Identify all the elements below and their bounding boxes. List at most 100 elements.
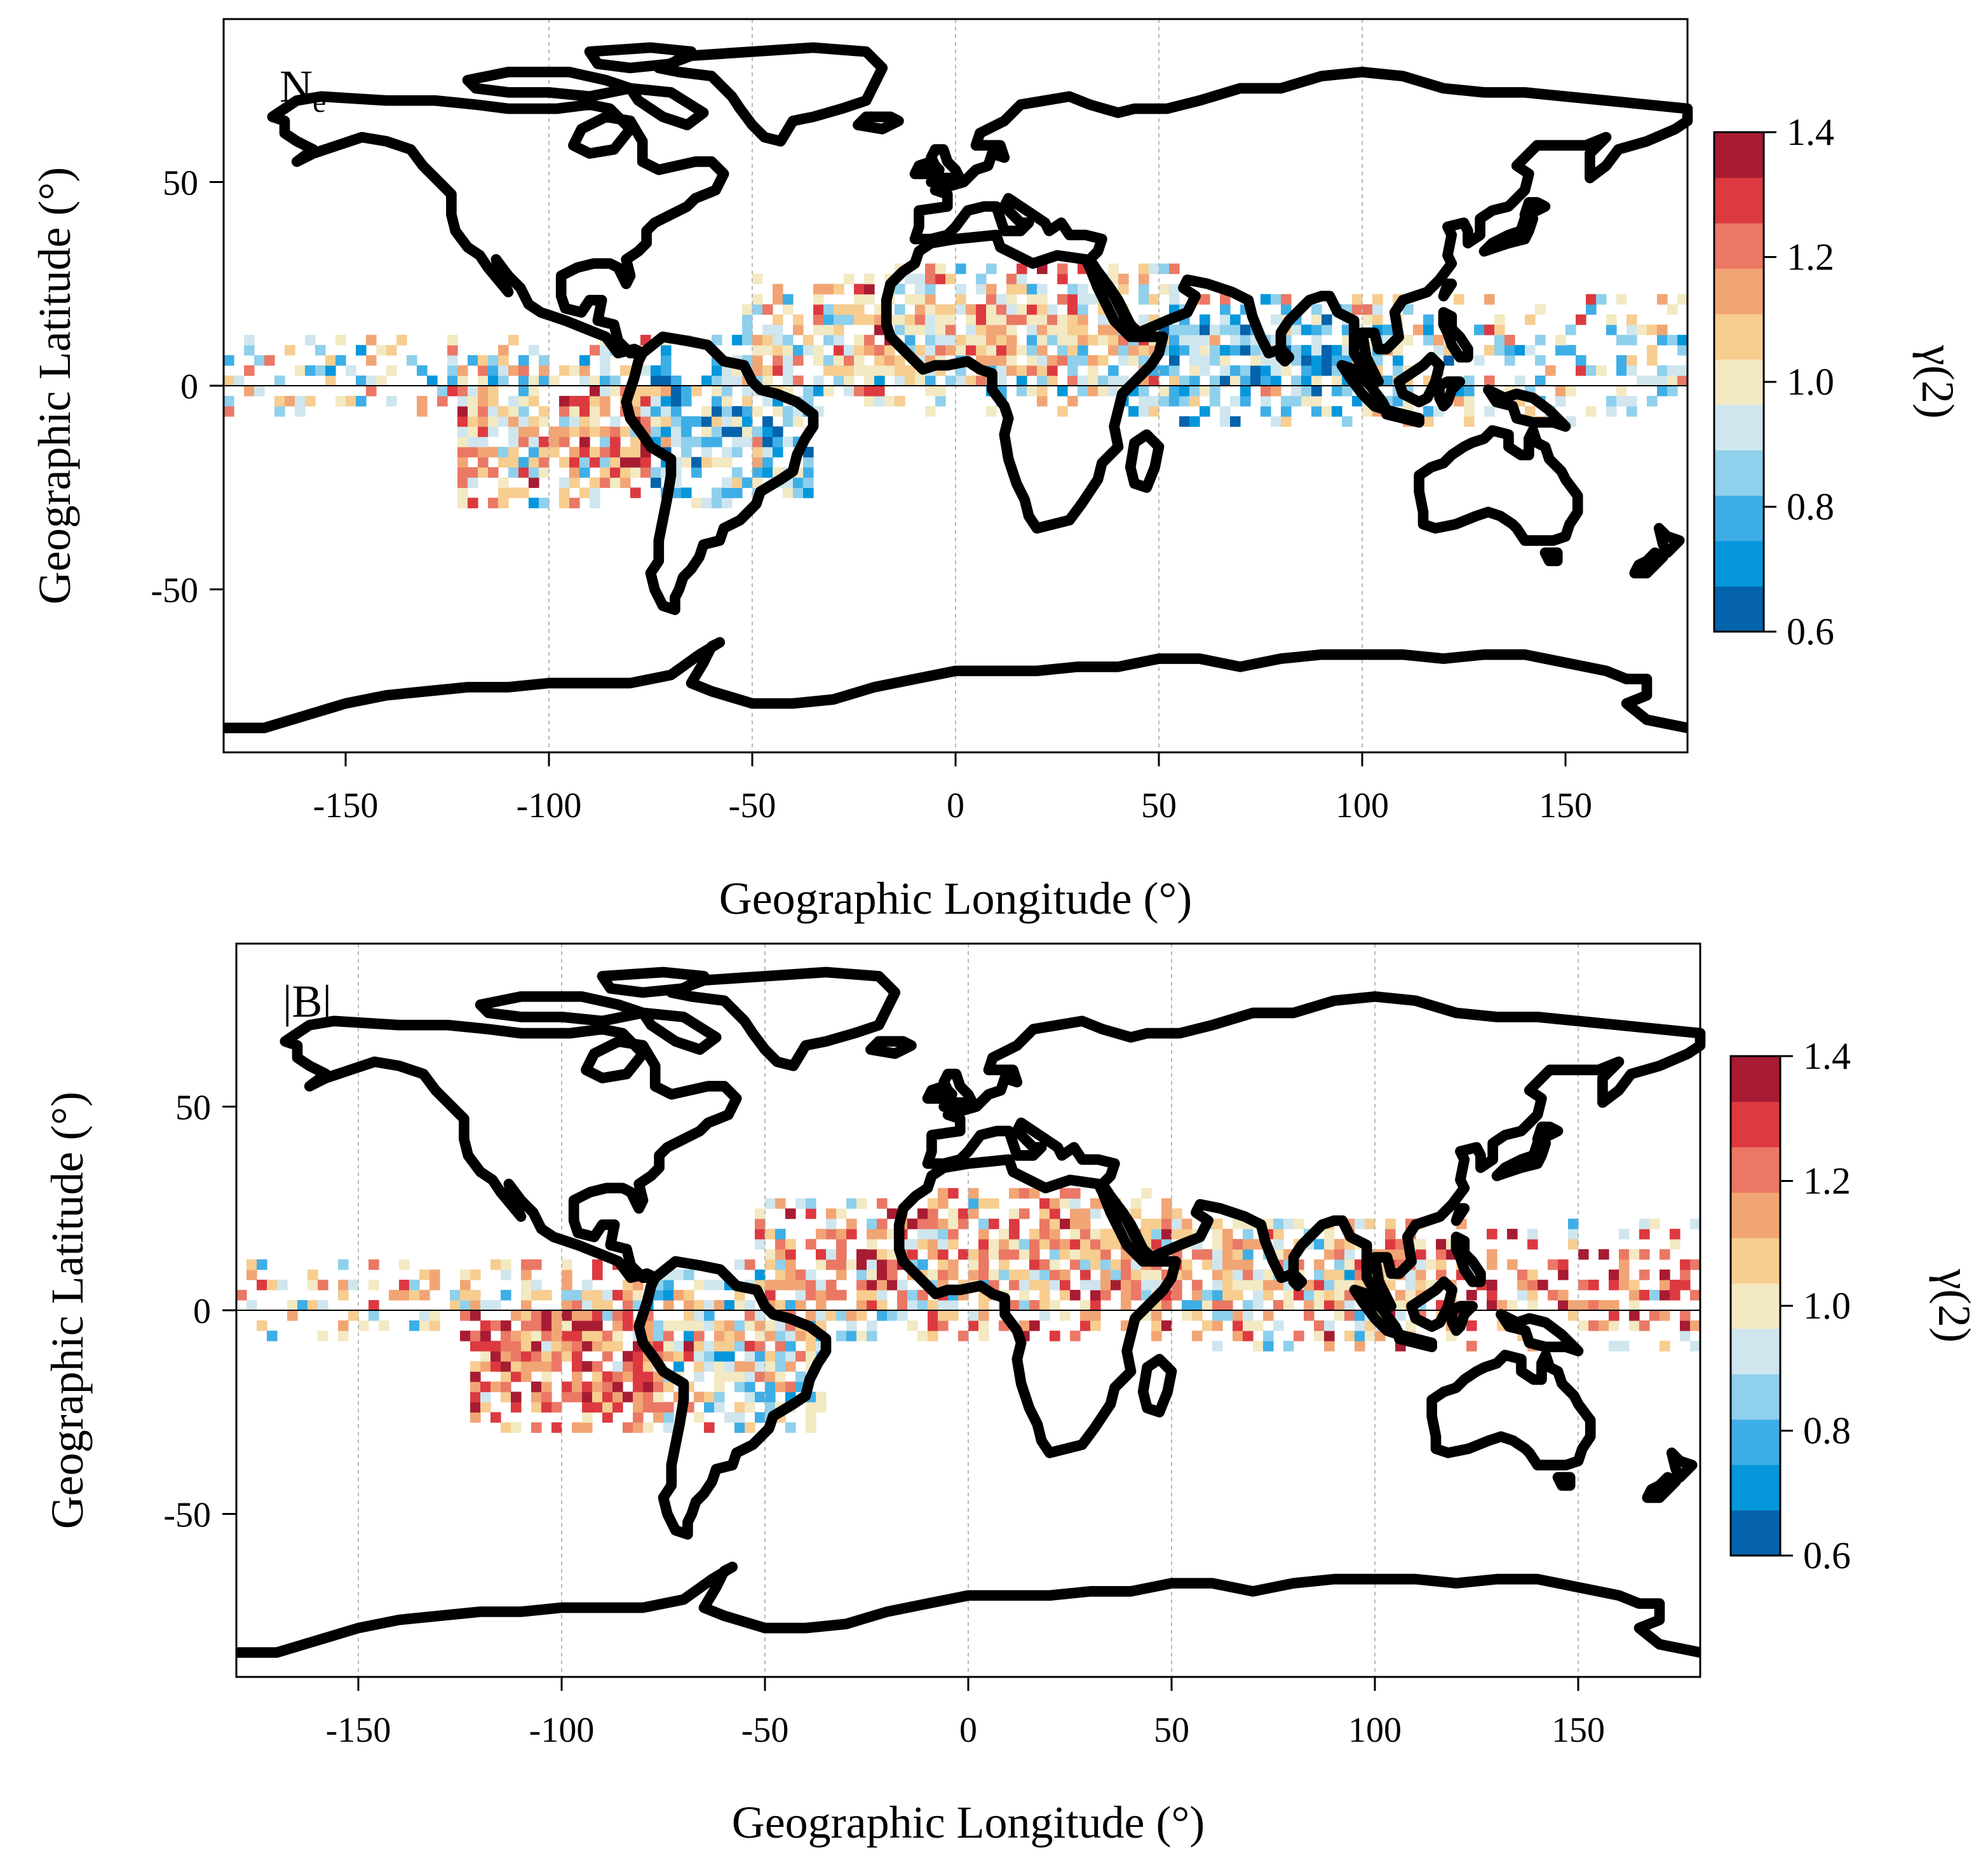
- heatmap-cell: [501, 1351, 511, 1362]
- heatmap-cell: [643, 1392, 654, 1402]
- heatmap-cell: [928, 1218, 938, 1230]
- heatmap-cell: [508, 457, 519, 468]
- heatmap-cell: [529, 416, 539, 427]
- heatmap-cell: [673, 1341, 684, 1352]
- heatmap-cell: [1027, 344, 1038, 356]
- heatmap-cell: [511, 1310, 522, 1321]
- heatmap-cell: [1517, 1269, 1528, 1280]
- heatmap-cell: [1383, 324, 1393, 336]
- heatmap-cell: [864, 314, 875, 325]
- heatmap-cell: [1169, 344, 1180, 356]
- heatmap-cell: [1182, 1218, 1193, 1230]
- heatmap-cell: [1139, 396, 1149, 407]
- heatmap-cell: [795, 1331, 806, 1341]
- heatmap-cell: [1273, 1228, 1284, 1240]
- heatmap-cell: [836, 1269, 847, 1280]
- heatmap-cell: [1139, 283, 1149, 295]
- heatmap-cell: [1243, 1310, 1254, 1321]
- heatmap-cell: [1141, 1228, 1152, 1240]
- heatmap-cell: [734, 1259, 745, 1270]
- heatmap-cell: [600, 406, 611, 417]
- heatmap-cell: [712, 365, 722, 376]
- heatmap-cell: [1141, 1279, 1152, 1291]
- heatmap-cell: [856, 1279, 867, 1291]
- heatmap-cell: [1169, 376, 1180, 386]
- heatmap-cell: [1070, 1249, 1081, 1260]
- colorbar-segment: [1731, 1192, 1780, 1238]
- heatmap-cell: [722, 426, 733, 437]
- heatmap-cell: [1334, 1259, 1345, 1270]
- heatmap-cell: [1291, 344, 1302, 356]
- heatmap-cell: [518, 467, 529, 478]
- heatmap-cell: [785, 1300, 796, 1311]
- heatmap-cell: [793, 376, 804, 386]
- heatmap-cell: [663, 1422, 674, 1433]
- heatmap-cell: [1039, 1269, 1050, 1280]
- heatmap-cell: [1527, 1279, 1538, 1291]
- heatmap-cell: [1088, 376, 1099, 386]
- heatmap-cell: [1017, 283, 1027, 295]
- heatmap-cell: [816, 1259, 827, 1270]
- heatmap-cell: [712, 437, 722, 447]
- heatmap-cell: [762, 376, 773, 386]
- heatmap-cell: [989, 1238, 999, 1250]
- heatmap-cell: [1426, 1259, 1437, 1270]
- panel-ne: -150 -100 -50 0 50 100 150 500-50 Ne Geographi…: [29, 18, 1963, 924]
- heatmap-cell: [732, 437, 743, 447]
- heatmap-cell: [1050, 1218, 1060, 1230]
- heatmap-cell: [508, 437, 519, 447]
- heatmap-cell: [1169, 324, 1180, 336]
- heatmap-cell: [722, 487, 733, 498]
- heatmap-cell: [989, 1198, 999, 1209]
- heatmap-cell: [1172, 1228, 1182, 1240]
- heatmap-cell: [803, 487, 814, 498]
- heatmap-cell: [1047, 334, 1058, 346]
- heatmap-cell: [1660, 1341, 1670, 1352]
- heatmap-cell: [1355, 1341, 1365, 1352]
- heatmap-cell: [907, 1218, 918, 1230]
- heatmap-cell: [1141, 1188, 1152, 1199]
- heatmap-cell: [1111, 1279, 1121, 1291]
- heatmap-cell: [856, 1269, 867, 1280]
- heatmap-cell: [775, 1300, 786, 1311]
- heatmap-cell: [864, 365, 875, 376]
- heatmap-cell: [986, 324, 997, 336]
- heatmap-cell: [1261, 365, 1271, 376]
- heatmap-cell: [945, 334, 956, 346]
- heatmap-cell: [1159, 396, 1170, 407]
- heatmap-cell: [1067, 324, 1078, 336]
- heatmap-cell: [1100, 1238, 1111, 1250]
- heatmap-cell: [1029, 1279, 1040, 1291]
- heatmap-cell: [1179, 334, 1190, 346]
- heatmap-cell: [1230, 314, 1241, 325]
- heatmap-cell: [684, 1300, 694, 1311]
- heatmap-cell: [996, 376, 1007, 386]
- heatmap-cell: [1200, 406, 1210, 417]
- heatmap-cell: [518, 396, 529, 407]
- heatmap-cell: [724, 1361, 735, 1372]
- heatmap-cell: [1464, 396, 1475, 407]
- heatmap-cell: [1535, 304, 1546, 315]
- heatmap-cell: [562, 1289, 572, 1301]
- heatmap-cell: [755, 1412, 766, 1423]
- heatmap-cell: [1182, 1310, 1193, 1321]
- heatmap-cell: [986, 304, 997, 315]
- heatmap-cell: [1576, 355, 1586, 366]
- heatmap-cell: [867, 1259, 877, 1270]
- heatmap-cell: [602, 1300, 613, 1311]
- heatmap-cell: [783, 334, 794, 346]
- heatmap-cell: [1667, 376, 1678, 386]
- heatmap-cell: [836, 1228, 847, 1240]
- heatmap-cell: [783, 365, 794, 376]
- heatmap-cell: [925, 314, 936, 325]
- heatmap-cell: [457, 416, 468, 427]
- heatmap-cell: [541, 1289, 552, 1301]
- heatmap-cell: [1616, 334, 1627, 346]
- heatmap-cell: [823, 304, 834, 315]
- heatmap-cell: [1680, 1259, 1691, 1270]
- heatmap-cell: [498, 365, 509, 376]
- heatmap-cell: [1355, 1310, 1365, 1321]
- heatmap-cell: [671, 396, 682, 407]
- heatmap-cell: [1281, 304, 1292, 315]
- heatmap-cell: [681, 426, 692, 437]
